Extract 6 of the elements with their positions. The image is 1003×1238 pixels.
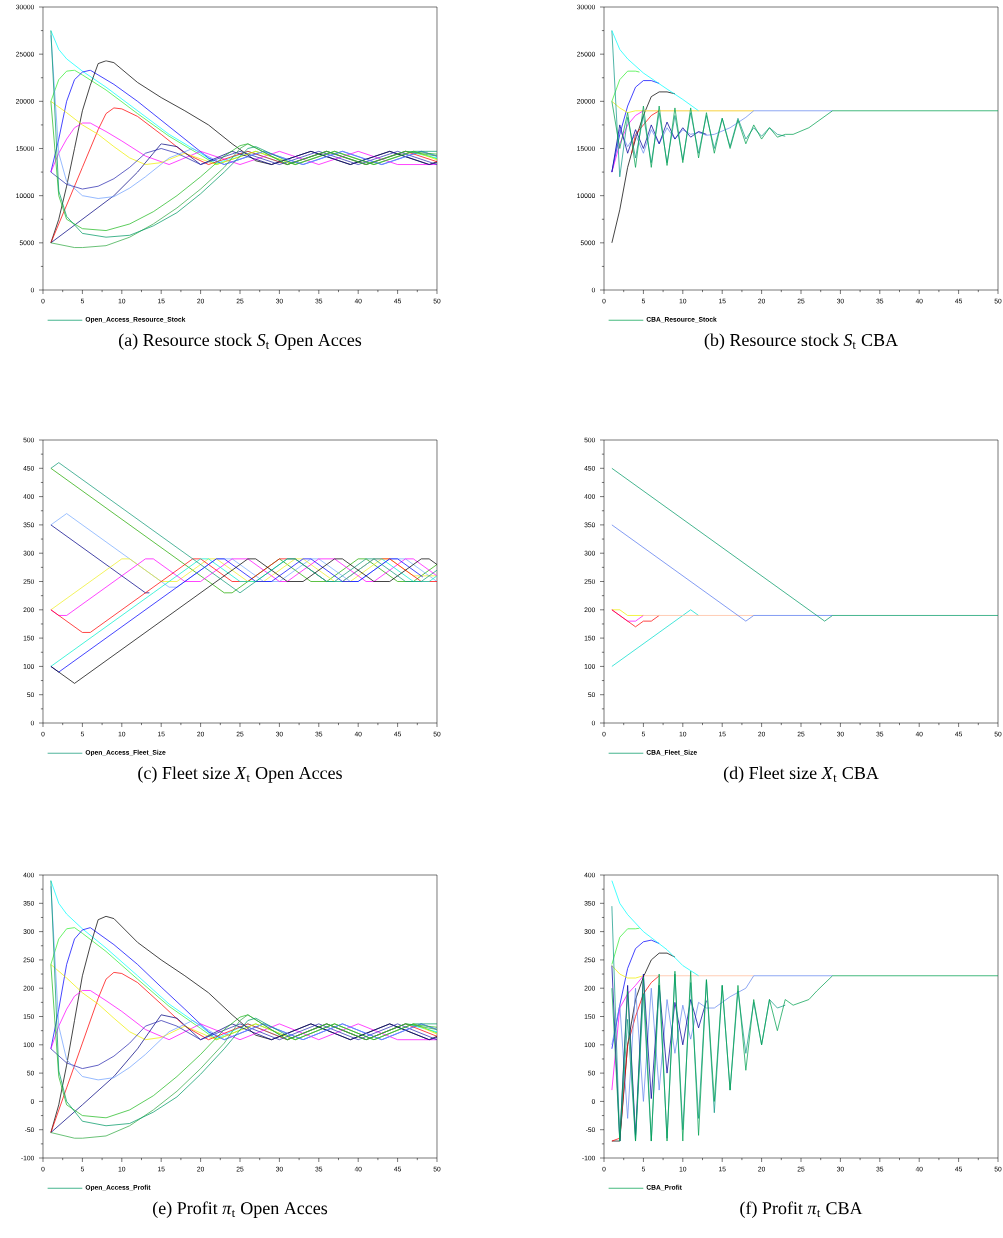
text: (d) Fleet size X$_{t}$ CBA: [723, 766, 879, 783]
text: (b) Resource stock S$_{t}$ CBA: [704, 333, 898, 350]
text: (f) Profit π$_{t}$ CBA: [740, 1201, 863, 1218]
text: (a) Resource stock S$_{t}$ Open Acces: [119, 333, 362, 350]
text: (c) Fleet size X$_{t}$ Open Acces: [138, 766, 342, 783]
text: (e) Profit π$_{t}$ Open Acces: [153, 1201, 328, 1218]
